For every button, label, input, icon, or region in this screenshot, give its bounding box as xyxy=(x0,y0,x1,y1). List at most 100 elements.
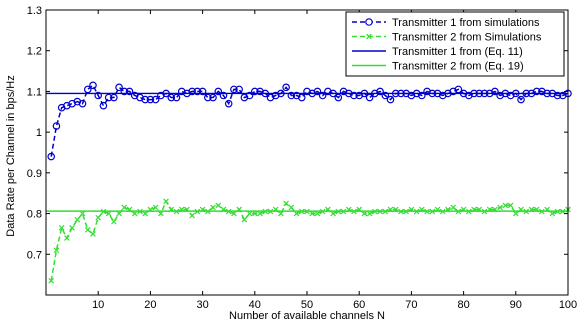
y-tick-label: 1 xyxy=(36,127,42,139)
data-point-circle xyxy=(381,91,390,100)
data-point-circle xyxy=(313,87,322,96)
x-tick-label: 40 xyxy=(249,299,261,311)
data-point-circle xyxy=(214,87,223,96)
data-point-circle xyxy=(334,93,343,102)
data-point-circle xyxy=(146,95,155,104)
data-point-circle xyxy=(209,93,217,102)
legend-label: Transmitter 1 from simulations xyxy=(392,17,540,29)
data-point-x xyxy=(189,212,195,219)
data-point-circle xyxy=(167,93,176,102)
legend-marker-circle xyxy=(365,18,373,26)
data-point-circle xyxy=(287,91,296,100)
y-tick-label: 1.1 xyxy=(27,86,42,98)
data-point-circle xyxy=(318,91,327,100)
y-axis-label: Data Rate per Channel in bps/Hz xyxy=(5,75,17,236)
data-point-circle xyxy=(532,87,541,96)
data-point-x xyxy=(84,227,91,233)
x-tick-label: 50 xyxy=(301,299,313,311)
data-point-circle xyxy=(553,91,562,100)
legend-label: Transmitter 1 from (Eq. 11) xyxy=(392,46,523,58)
data-point-circle xyxy=(376,87,384,96)
plot-layer xyxy=(46,81,572,284)
data-point-x xyxy=(283,200,289,207)
data-point-x xyxy=(309,210,316,217)
x-tick-label: 10 xyxy=(92,299,104,311)
data-point-x xyxy=(116,210,122,217)
data-point-x xyxy=(69,224,75,231)
data-point-circle xyxy=(188,87,196,96)
data-point-x xyxy=(79,210,86,217)
data-point-x xyxy=(450,204,456,211)
data-point-x xyxy=(330,210,336,217)
legend-label: Transmitter 2 from Simulations xyxy=(392,32,542,44)
data-point-circle xyxy=(297,93,306,102)
data-point-x xyxy=(210,204,216,211)
data-point-x xyxy=(366,210,373,217)
data-point-x xyxy=(361,210,368,217)
data-point-x xyxy=(74,216,81,223)
data-point-circle xyxy=(120,87,129,96)
data-point-x xyxy=(278,210,284,217)
data-point-circle xyxy=(491,87,499,96)
data-point-circle xyxy=(141,95,149,104)
data-point-x xyxy=(121,204,128,211)
data-point-circle xyxy=(104,93,113,102)
data-point-circle xyxy=(78,99,87,108)
data-point-circle xyxy=(89,81,97,90)
x-tick-label: 80 xyxy=(457,299,469,311)
data-point-circle xyxy=(198,87,207,96)
data-point-circle xyxy=(172,93,181,102)
data-point-circle xyxy=(418,91,426,100)
x-tick-label: 30 xyxy=(196,299,208,311)
legend-label: Transmitter 2 from (Eq. 19) xyxy=(392,61,524,73)
series-1-line xyxy=(50,199,569,281)
data-point-x xyxy=(507,202,514,209)
y-tick-label: 0.8 xyxy=(27,209,42,221)
data-point-x xyxy=(231,210,237,217)
data-point-circle xyxy=(230,85,238,94)
x-tick-label: 100 xyxy=(559,299,577,311)
y-tick-label: 0.7 xyxy=(27,249,42,261)
data-point-circle xyxy=(47,152,56,161)
data-point-circle xyxy=(386,95,395,104)
data-point-circle xyxy=(52,122,61,130)
legend-marker-x xyxy=(366,33,372,40)
data-point-circle xyxy=(110,93,118,102)
data-point-circle xyxy=(99,101,108,110)
data-point-x xyxy=(163,198,169,205)
data-point-x xyxy=(90,231,96,237)
data-point-circle xyxy=(350,91,358,100)
data-point-x xyxy=(293,210,300,217)
legend: Transmitter 1 from simulations Transmitte… xyxy=(345,11,565,77)
data-point-x xyxy=(58,224,65,231)
data-point-circle xyxy=(245,91,254,100)
data-point-circle xyxy=(125,87,134,96)
y-tick-label: 1.3 xyxy=(27,5,42,17)
axis-layer: 10 20 30 40 50 60 70 80 90 100 0.7 0.8 0.9 1 1.1 1.2 1.3 xyxy=(27,5,577,311)
data-point-x xyxy=(111,218,117,225)
data-point-circle xyxy=(94,91,103,100)
data-point-x xyxy=(95,214,102,221)
data-point-x xyxy=(105,210,112,217)
data-point-x xyxy=(246,210,253,217)
data-point-x xyxy=(502,202,509,209)
x-tick-label: 20 xyxy=(144,299,156,311)
data-point-x xyxy=(142,210,149,217)
data-point-circle xyxy=(151,95,160,104)
y-tick-label: 1.2 xyxy=(27,46,42,58)
data-point-x xyxy=(158,210,164,217)
data-point-x xyxy=(257,210,263,217)
data-point-circle xyxy=(83,85,92,94)
data-point-x xyxy=(64,235,70,241)
data-point-circle xyxy=(204,93,212,102)
data-point-circle xyxy=(193,87,202,96)
data-point-x xyxy=(251,210,258,217)
data-point-x xyxy=(48,277,55,284)
data-point-x xyxy=(53,247,60,254)
data-point-circle xyxy=(224,99,233,108)
data-point-x xyxy=(549,210,556,217)
data-point-circle xyxy=(219,91,228,100)
data-point-circle xyxy=(251,87,259,96)
x-tick-label: 70 xyxy=(405,299,417,311)
